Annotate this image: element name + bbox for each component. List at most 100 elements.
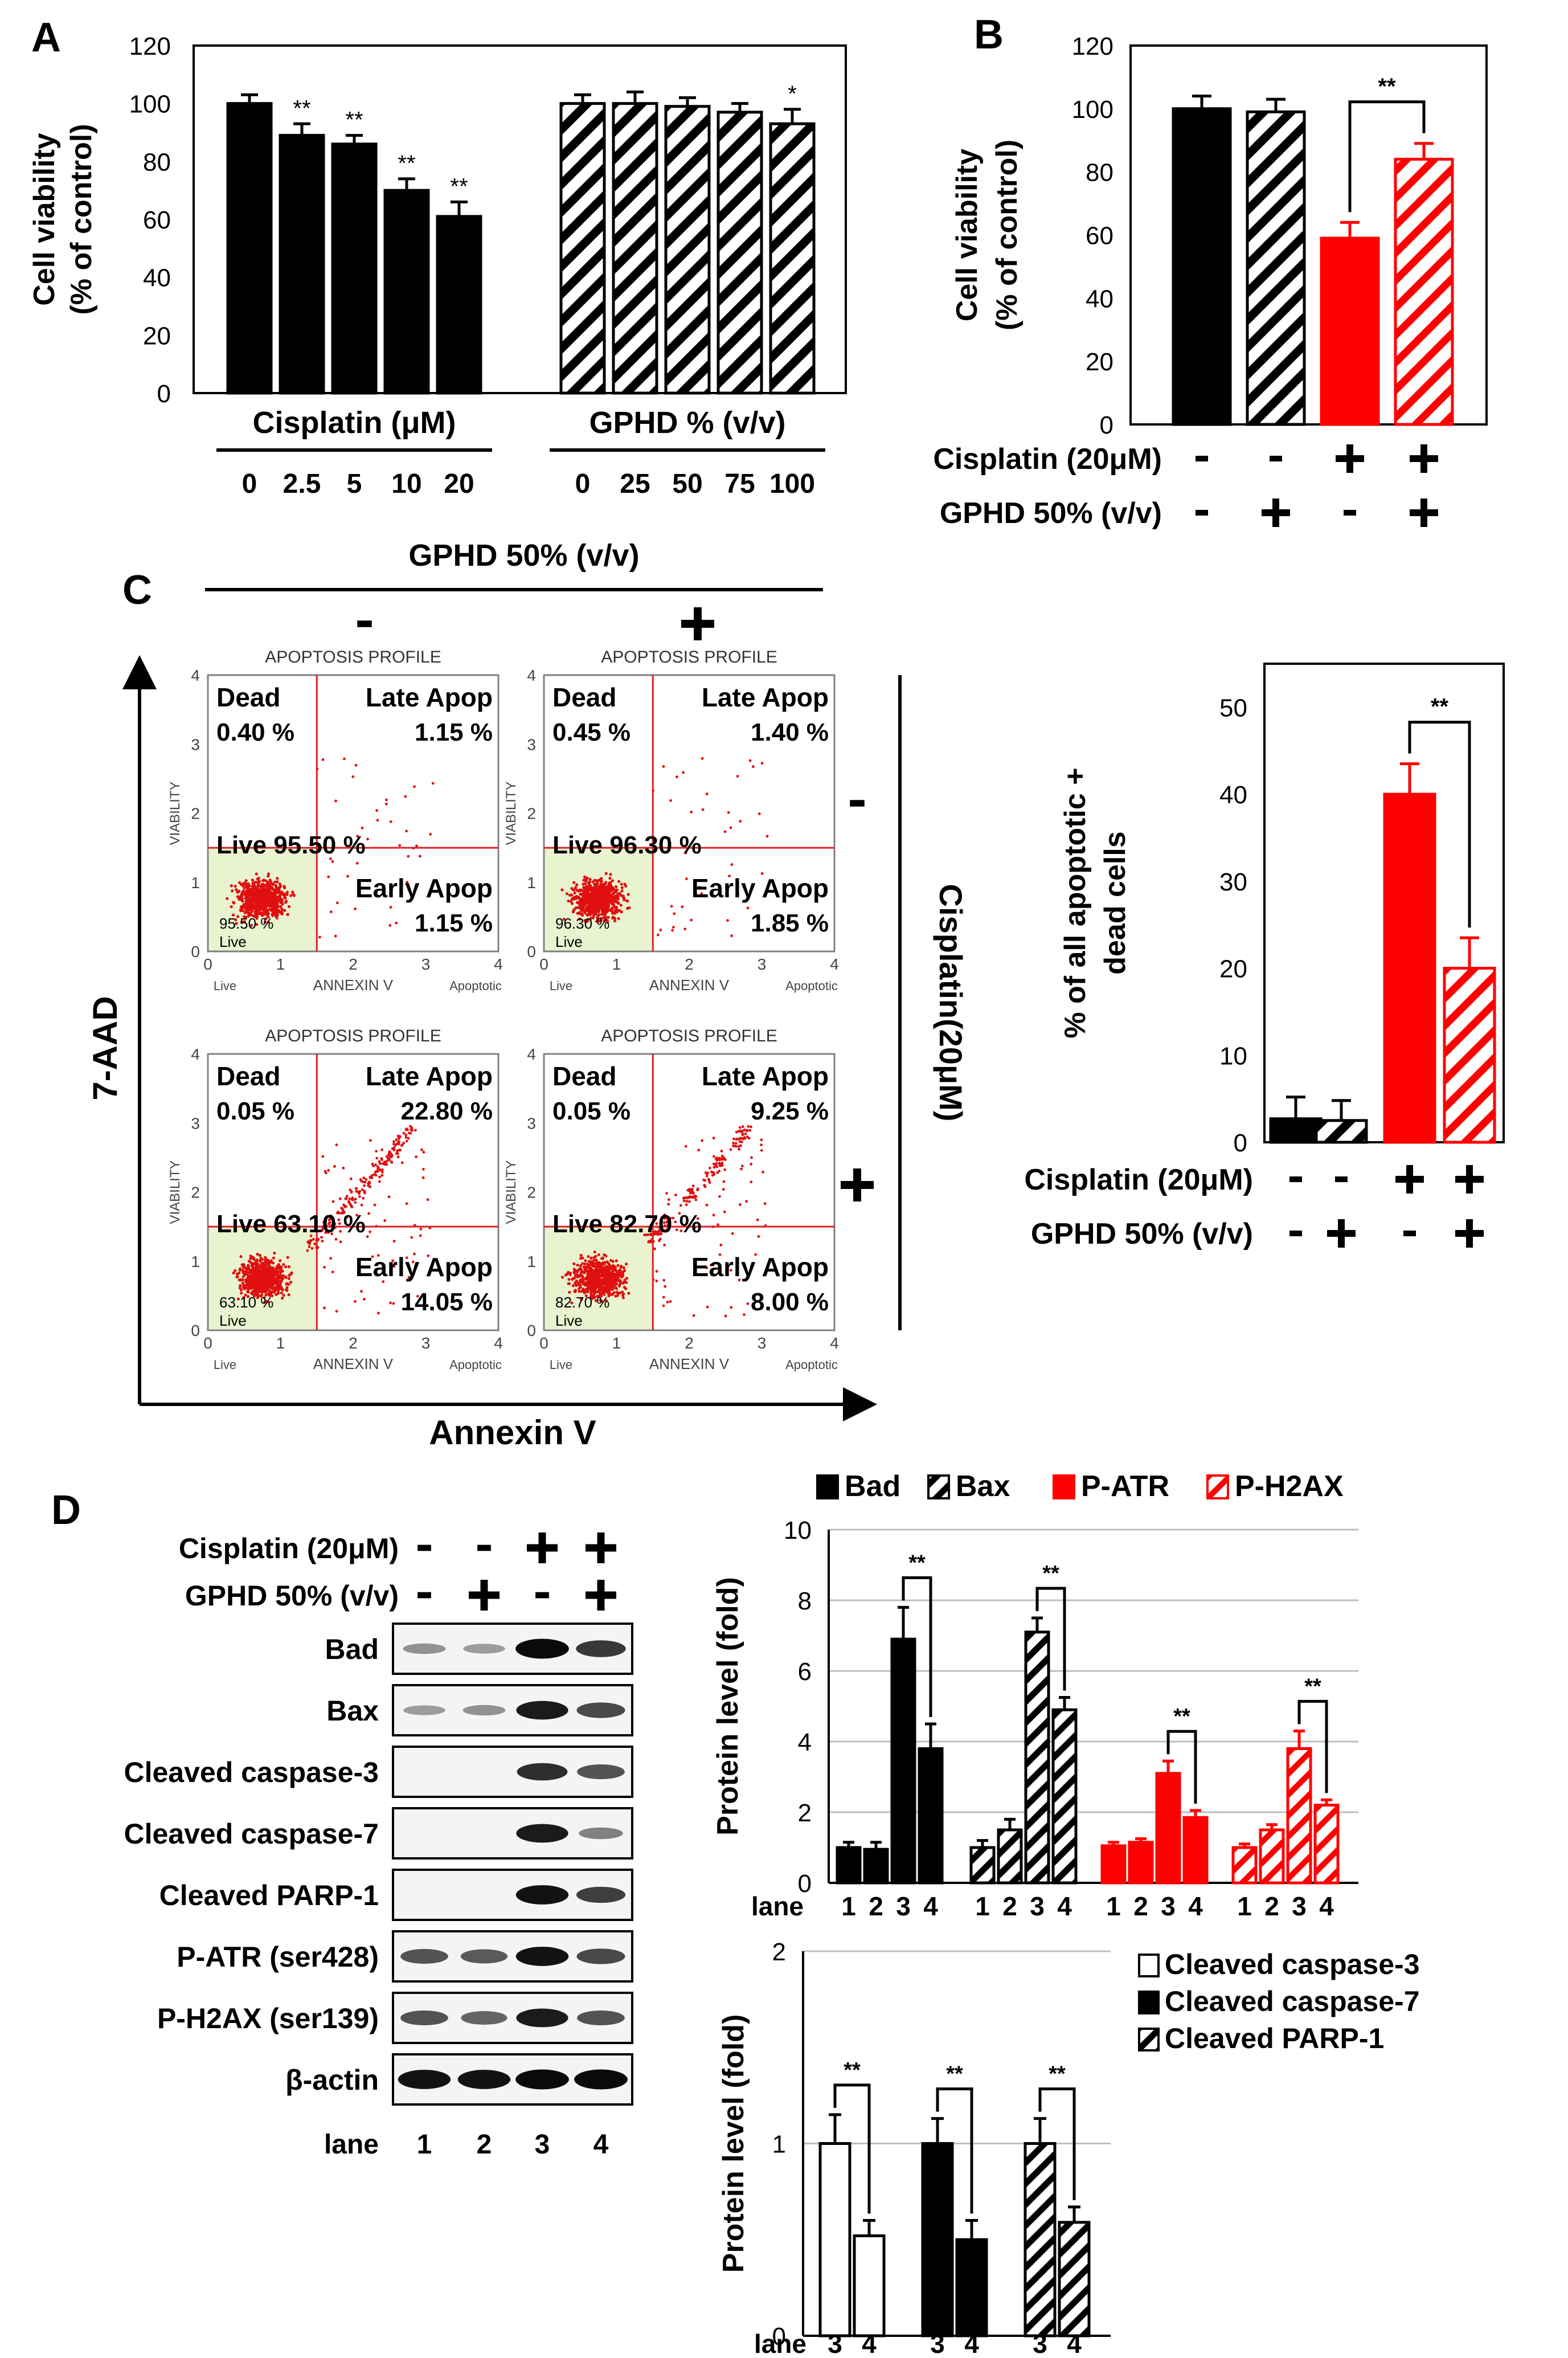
event-dot [582,878,586,882]
event-dot [413,785,416,788]
event-dot [579,1266,582,1270]
event-dot [349,1177,353,1180]
event-dot [349,1188,352,1192]
event-dot [758,812,761,815]
event-dot [272,1272,276,1275]
event-dot [678,1212,681,1215]
event-dot [272,1256,276,1260]
event-dot [380,1174,384,1177]
event-dot [354,1300,357,1303]
lane-number: 1 [417,2130,432,2160]
bar-solid-2.5 [279,134,325,395]
y-tick-label: 8 [798,1587,812,1615]
event-dot [691,1191,695,1194]
event-dot [247,882,250,885]
plot-x-left: Live [214,1358,236,1372]
event-dot [578,1290,581,1293]
lane-number: 3 [1292,1891,1307,1921]
event-dot [405,1127,408,1130]
significance-bracket-label: ** [908,1551,926,1575]
event-dot [264,897,267,901]
event-dot [614,898,617,902]
event-dot [581,1276,584,1279]
event-dot [398,844,402,847]
event-dot [596,1278,599,1282]
event-dot [591,893,595,897]
legend-swatch [1138,2028,1160,2051]
early-value: 14.05 % [401,1288,493,1316]
event-dot [232,901,236,905]
event-dot [363,1184,366,1187]
event-dot [726,919,729,922]
y-tick: 4 [527,667,536,684]
event-dot [575,1269,578,1273]
event-dot [267,916,270,919]
late-value: 1.40 % [751,718,829,746]
plot-y-label: VIABILITY [503,1160,519,1224]
event-dot [578,1281,582,1285]
event-dot [265,912,269,915]
x-tick: 2 [685,955,694,973]
event-dot [271,909,274,913]
event-dot [597,1253,600,1257]
event-dot [574,886,578,889]
event-dot [388,1158,391,1162]
bar-hatch-0 [559,102,606,395]
event-dot [669,799,673,802]
event-dot [419,1234,422,1237]
y-tick: 3 [527,735,536,753]
event-dot [685,1200,689,1203]
event-dot [284,896,287,900]
event-dot [289,894,293,897]
event-dot [255,923,259,926]
event-dot [585,1269,588,1272]
event-dot [738,1130,741,1133]
early-value: 1.15 % [415,909,493,937]
lane-number: 4 [964,2329,979,2358]
event-dot [369,1230,372,1233]
dead-value: 0.05 % [216,1097,294,1125]
x-axis-label: Annexin V [429,1413,596,1452]
event-dot [601,1290,604,1293]
event-dot [376,1254,380,1257]
event-dot [236,895,240,898]
event-dot [246,904,249,908]
event-dot [323,1266,326,1269]
event-dot [279,1259,282,1262]
event-dot [653,1232,657,1236]
event-dot [321,1227,324,1231]
x-tick: 2 [685,1334,694,1352]
event-dot [754,1253,758,1256]
blot-band [515,2069,569,2090]
event-dot [363,1180,367,1184]
event-dot [405,1202,408,1205]
blot-band [516,2008,568,2028]
event-dot [598,878,602,882]
event-dot [568,893,572,897]
event-dot [653,1230,657,1233]
event-dot [560,1276,564,1279]
event-dot [261,879,265,882]
event-dot [358,1190,362,1193]
event-dot [611,916,615,919]
event-dot [367,1212,370,1215]
event-dot [611,1287,615,1291]
event-dot [595,882,599,886]
event-dot [670,905,673,908]
event-dot [253,1268,256,1272]
event-dot [617,917,620,921]
event-dot [660,1232,663,1236]
event-dot [705,1174,709,1178]
bar-P-H2AX-lane1 [1231,1846,1258,1885]
event-dot [235,888,238,892]
y-tick-label: 2 [798,1799,812,1827]
event-dot [731,1144,735,1147]
x-tick-label: 10 [391,469,421,499]
live-small-label: Live [555,1312,583,1329]
event-dot [273,908,277,911]
event-dot [252,1294,256,1297]
event-dot [263,907,267,910]
event-dot [407,855,410,858]
event-dot [583,1271,587,1274]
blot-band [574,2069,628,2090]
